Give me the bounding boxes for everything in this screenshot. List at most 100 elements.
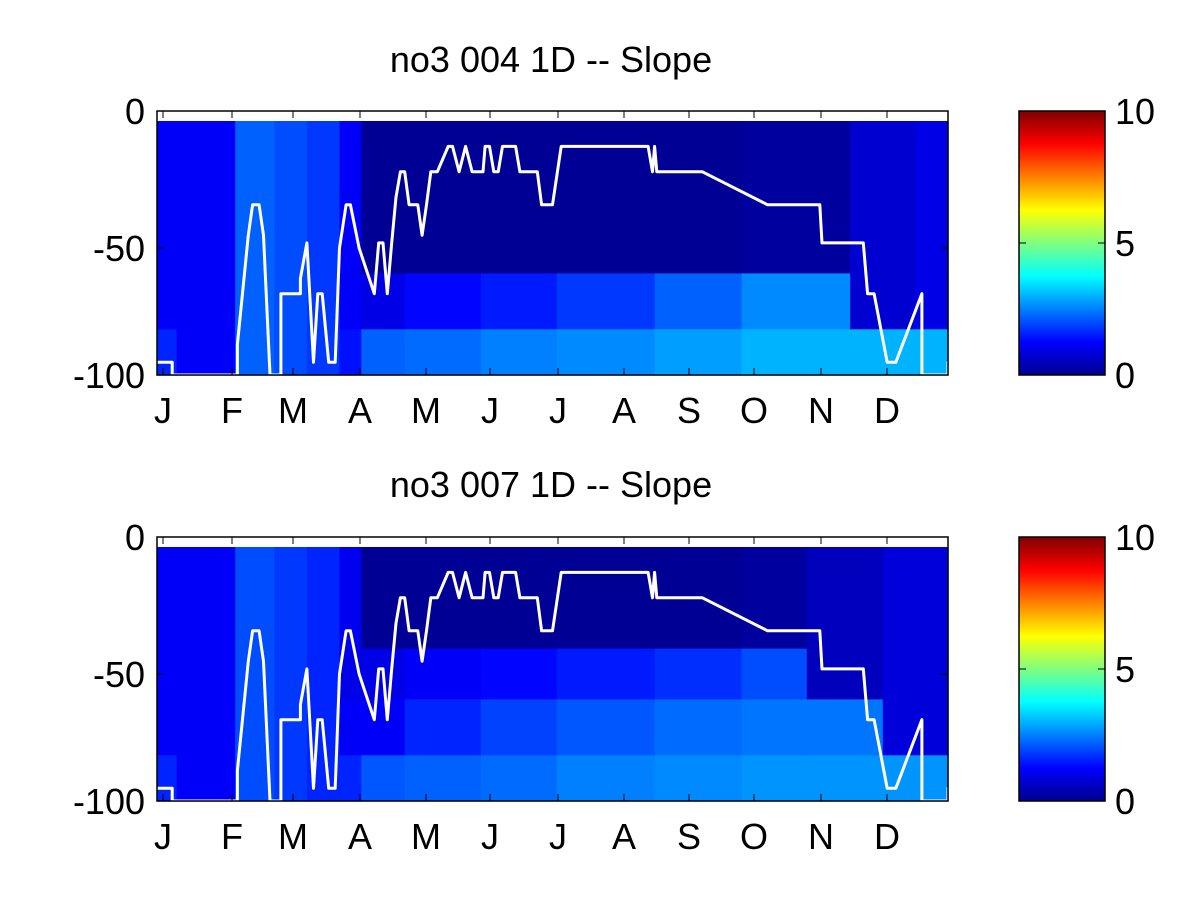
heatmap-cell: [806, 699, 884, 756]
colorbar-tick-label: 0: [1115, 355, 1135, 396]
colorbar-gradient: [1018, 110, 1106, 376]
heatmap-cell: [306, 121, 341, 274]
x-tick-label: O: [740, 816, 768, 857]
heatmap-cell: [882, 755, 949, 802]
heatmap-cell: [741, 547, 808, 650]
heatmap-cell: [480, 273, 558, 330]
x-tick-label: J: [549, 390, 567, 431]
heatmap-cell: [157, 547, 178, 650]
colorbar: 0 5 10: [1018, 517, 1155, 822]
heatmap-cell: [741, 755, 808, 802]
x-tick-label: N: [808, 390, 834, 431]
y-tick-label: 0: [125, 91, 145, 132]
heatmap-cell: [404, 547, 482, 650]
x-tick-label: A: [612, 390, 636, 431]
heatmap-cell: [306, 648, 341, 700]
heatmap-cell: [654, 648, 743, 700]
x-tick-label: J: [481, 390, 499, 431]
heatmap-cell: [480, 648, 558, 700]
heatmap-cell: [556, 273, 656, 330]
heatmap-cell: [806, 755, 884, 802]
heatmap-cell: [741, 329, 851, 376]
x-tick-label: S: [677, 816, 701, 857]
heatmap-cell: [176, 648, 236, 700]
colorbar: 0 5 10: [1018, 91, 1155, 396]
heatmap-cell: [339, 121, 362, 274]
x-tick-label: F: [221, 816, 243, 857]
heatmap-cell: [480, 121, 558, 274]
heatmap-cell: [404, 329, 482, 376]
heatmap-cell: [915, 121, 949, 274]
heatmap-cell: [654, 755, 743, 802]
colorbar-tick-label: 0: [1115, 781, 1135, 822]
heatmap-cell: [806, 547, 884, 650]
heatmap-cell: [274, 121, 308, 274]
x-tick-label: A: [348, 390, 372, 431]
heatmap-cell: [404, 273, 482, 330]
heatmap-cell: [157, 273, 178, 330]
heatmap-cell: [556, 648, 656, 700]
chart-title: no3 007 1D -- Slope: [390, 464, 712, 505]
heatmap-cell: [274, 547, 308, 650]
x-tick-label: M: [411, 390, 441, 431]
x-tick-label: A: [612, 816, 636, 857]
colorbar-tick-label: 10: [1115, 517, 1155, 558]
x-tick-label: J: [154, 816, 172, 857]
heatmap-cell: [741, 648, 808, 700]
heatmap-cell: [274, 329, 308, 376]
heatmap-cell: [361, 329, 406, 376]
heatmap-cell: [480, 755, 558, 802]
colorbar-tick-label: 10: [1115, 91, 1155, 132]
heatmap-cell: [850, 273, 916, 330]
x-tick-label: D: [874, 816, 900, 857]
heatmap-cell: [480, 699, 558, 756]
mixed-layer-series: [157, 570, 948, 801]
y-axis: 0 -50 -100: [73, 91, 948, 396]
x-tick-label: D: [874, 390, 900, 431]
heatmap-cell: [882, 547, 949, 650]
y-axis: 0 -50 -100: [73, 517, 948, 822]
heatmap-cell: [915, 329, 949, 376]
heatmap-cell: [176, 329, 236, 376]
heatmap-cell: [157, 648, 178, 700]
x-tick-label: S: [677, 390, 701, 431]
x-tick-label: J: [549, 816, 567, 857]
y-tick-label: -50: [93, 228, 145, 269]
heatmap-cell: [176, 273, 236, 330]
heatmap-cell: [274, 755, 308, 802]
heatmap-cell: [157, 699, 178, 756]
mixed-layer-line: [157, 570, 948, 801]
heatmap-cell: [654, 699, 743, 756]
heatmap-cell: [176, 755, 236, 802]
heatmap-cell: [274, 699, 308, 756]
heatmap-cell: [176, 547, 236, 650]
heatmap-cell: [480, 329, 558, 376]
heatmap-cell: [176, 121, 236, 274]
heatmap-cell: [741, 121, 851, 274]
x-tick-label: O: [740, 390, 768, 431]
heatmap-cells: [157, 121, 949, 376]
heatmap-cell: [157, 329, 178, 376]
plot-frame: [156, 536, 949, 802]
heatmap-cell: [404, 121, 482, 274]
heatmap-cell: [556, 547, 656, 650]
x-tick-label: F: [221, 390, 243, 431]
y-tick-label: -100: [73, 355, 145, 396]
colorbar-gradient: [1018, 536, 1106, 802]
heatmap-cell: [361, 699, 406, 756]
heatmap-cell: [741, 699, 808, 756]
heatmap-cell: [850, 121, 916, 274]
heatmap-cell: [235, 648, 275, 700]
heatmap-cell: [339, 755, 362, 802]
chart-title: no3 004 1D -- Slope: [390, 39, 712, 80]
heatmap-cell: [339, 547, 362, 650]
x-tick-label: A: [348, 816, 372, 857]
y-tick-label: 0: [125, 517, 145, 558]
heatmap-cell: [176, 699, 236, 756]
heatmap-cell: [306, 547, 341, 650]
heatmap-cell: [556, 121, 656, 274]
